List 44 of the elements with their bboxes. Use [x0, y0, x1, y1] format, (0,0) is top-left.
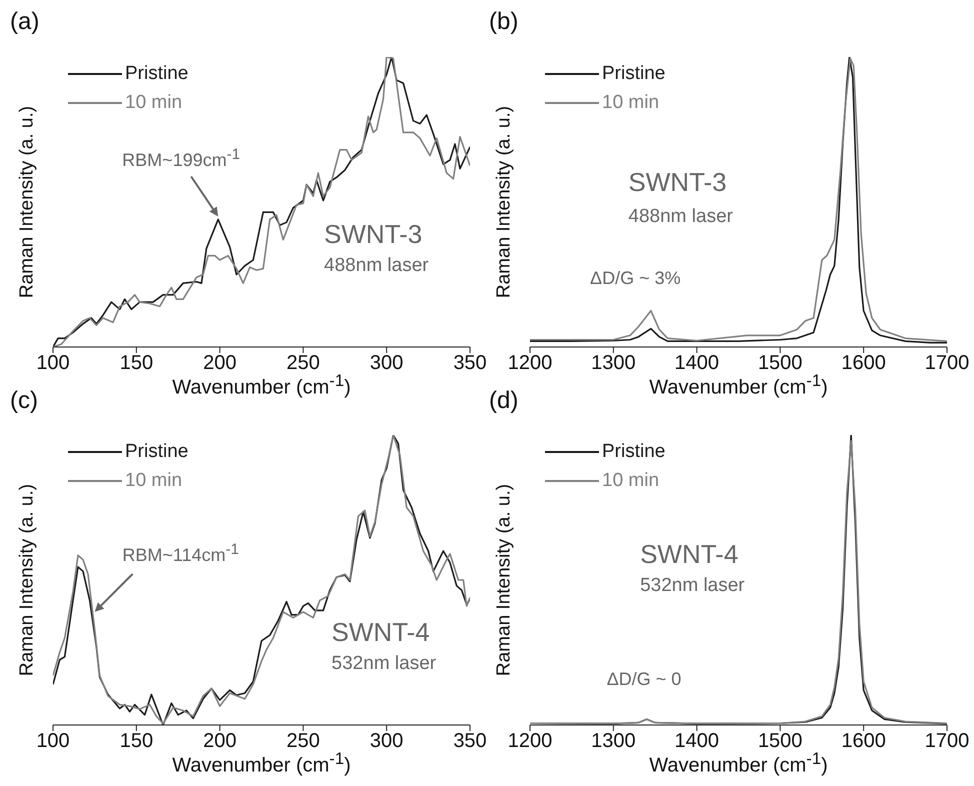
chart-title: (b) [489, 8, 518, 36]
x-tick-label: 100 [36, 730, 70, 752]
x-tick-label: 1200 [508, 352, 552, 374]
annotation: SWNT-3 [628, 166, 727, 197]
y-axis-title: Raman Intensity (a. u.) [494, 106, 514, 298]
x-tick-label: 1300 [591, 730, 636, 752]
legend-label: 10 min [125, 92, 182, 114]
annotation: SWNT-3 [324, 218, 422, 249]
chart-title: (c) [10, 387, 38, 415]
y-axis-title: Raman Intensity (a. u.) [16, 484, 38, 676]
legend-label: Pristine [125, 440, 188, 462]
legend-label: Pristine [602, 62, 666, 84]
annotation: 532nm laser [332, 652, 436, 674]
annotation: 488nm laser [628, 206, 733, 228]
x-tick-label: 1200 [508, 730, 552, 752]
chart-title: (d) [489, 387, 518, 415]
x-tick-label: 300 [370, 730, 404, 752]
legend-label: Pristine [125, 62, 188, 84]
x-tick-label: 100 [36, 352, 70, 374]
annotation: 532nm laser [640, 575, 745, 596]
annotation: SWNT-4 [332, 616, 430, 647]
x-tick-label: 1700 [924, 352, 970, 374]
annotation: ΔD/G ~ 0 [606, 669, 682, 690]
annotation: RBM~114cm$^{-1}$ [122, 540, 239, 565]
x-tick-label: 350 [453, 730, 487, 752]
x-tick-label: 300 [370, 352, 404, 374]
annotation: RBM~199cm$^{-1}$ [122, 146, 240, 170]
y-axis-title: Raman Intensity (a. u.) [16, 106, 38, 298]
y-axis-title: Raman Intensity (a. u.) [494, 484, 514, 676]
x-tick-label: 1600 [841, 730, 886, 752]
annotation: SWNT-4 [640, 538, 738, 569]
annotation: ΔD/G ~ 3% [590, 268, 681, 288]
legend-label: 10 min [602, 470, 660, 492]
annotation: 488nm laser [324, 255, 429, 276]
chart-title: (a) [10, 8, 40, 36]
x-tick-label: 350 [453, 352, 487, 374]
x-tick-label: 1700 [924, 730, 970, 752]
x-tick-label: 150 [120, 352, 154, 374]
x-tick-label: 150 [120, 730, 154, 752]
x-tick-label: 1600 [841, 352, 886, 374]
x-tick-label: 1300 [591, 352, 636, 374]
legend-label: Pristine [602, 440, 666, 462]
legend-label: 10 min [602, 92, 660, 114]
legend-label: 10 min [125, 470, 182, 492]
